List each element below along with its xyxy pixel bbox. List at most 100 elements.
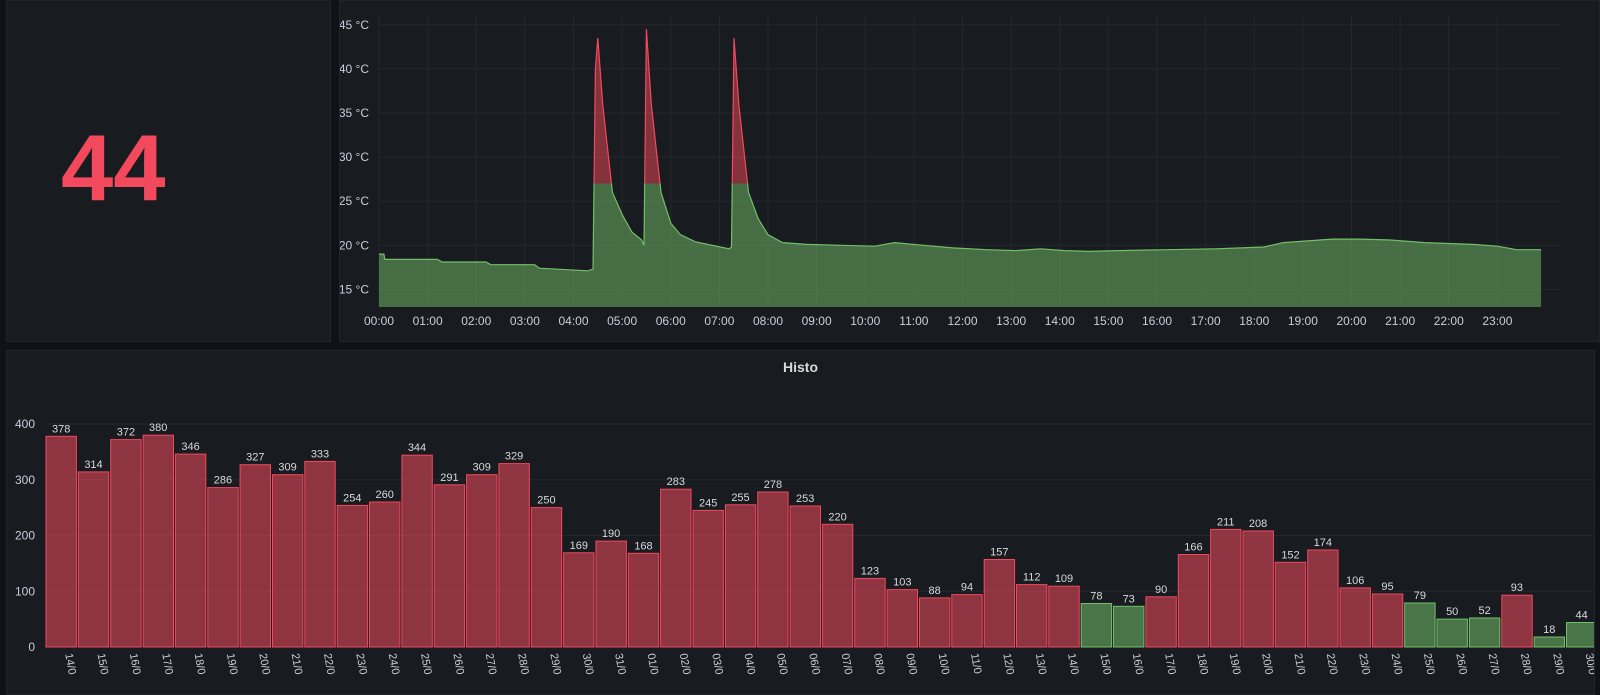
- x-tick-label: 10:00: [850, 314, 880, 328]
- bar-value-label: 250: [537, 495, 555, 507]
- x-category-label: 25/0: [418, 652, 434, 675]
- bar: [433, 484, 466, 648]
- bar-value-label: 79: [1414, 590, 1426, 602]
- bar-value-label: 245: [699, 497, 717, 509]
- x-tick-label: 14:00: [1045, 314, 1075, 328]
- temperature-area-normal: [379, 183, 1542, 307]
- y-tick-label: 400: [15, 417, 35, 431]
- bar-value-label: 166: [1184, 542, 1202, 554]
- x-category-label: 16/0: [127, 652, 143, 675]
- histogram-chart: 0 100 200 300 400 378 14/0 314 15/0 372 16/0 380 17/…: [15, 417, 1594, 676]
- bar-value-label: 372: [117, 427, 135, 439]
- bar-value-label: 333: [311, 448, 329, 460]
- bar: [272, 474, 304, 648]
- bar: [207, 487, 239, 648]
- bar: [1371, 593, 1404, 648]
- bar-value-label: 344: [408, 442, 426, 454]
- bar: [239, 464, 272, 648]
- bar: [466, 474, 498, 648]
- x-category-label: 11/0: [968, 652, 983, 674]
- bar: [595, 540, 627, 648]
- x-tick-label: 21:00: [1385, 314, 1415, 328]
- y-tick-label: 40 °C: [340, 62, 369, 76]
- bar-value-label: 174: [1314, 537, 1332, 549]
- bar: [110, 439, 142, 648]
- bar: [789, 505, 821, 648]
- bar-value-label: 50: [1446, 606, 1458, 618]
- bar-value-label: 327: [246, 452, 264, 464]
- x-category-label: 30/0: [1583, 652, 1594, 675]
- x-category-label: 22/0: [1324, 652, 1340, 675]
- bar: [821, 523, 854, 648]
- x-tick-label: 03:00: [510, 314, 540, 328]
- y-tick-label: 15 °C: [340, 282, 369, 296]
- x-tick-label: 17:00: [1191, 314, 1221, 328]
- x-category-label: 09/0: [903, 652, 919, 675]
- x-category-label: 26/0: [450, 652, 466, 675]
- x-category-label: 10/0: [936, 652, 952, 675]
- y-tick-label: 300: [15, 473, 35, 487]
- bar-value-label: 109: [1055, 573, 1073, 585]
- bar-value-label: 93: [1511, 582, 1523, 594]
- x-category-label: 17/0: [1162, 652, 1178, 675]
- bar-value-label: 253: [796, 493, 814, 505]
- bar: [174, 453, 207, 648]
- y-tick-label: 35 °C: [340, 106, 369, 120]
- y-tick-label: 25 °C: [340, 194, 369, 208]
- x-tick-label: 05:00: [607, 314, 637, 328]
- bar: [627, 552, 660, 648]
- x-category-label: 28/0: [1518, 652, 1534, 675]
- x-category-label: 12/0: [1000, 652, 1016, 675]
- x-tick-label: 00:00: [364, 314, 394, 328]
- temperature-line-alert: [593, 29, 749, 184]
- x-category-label: 18/0: [1194, 652, 1210, 675]
- bar: [854, 577, 886, 648]
- x-category-label: 18/0: [192, 652, 208, 675]
- x-category-label: 20/0: [1259, 652, 1275, 675]
- bar-value-label: 44: [1575, 610, 1587, 622]
- x-tick-label: 23:00: [1482, 314, 1512, 328]
- bar-value-label: 255: [731, 492, 749, 504]
- x-category-label: 23/0: [353, 652, 369, 675]
- bar: [1177, 554, 1210, 648]
- bar-value-label: 123: [861, 565, 879, 577]
- x-category-label: 04/0: [742, 652, 758, 675]
- bar-value-label: 157: [990, 547, 1008, 559]
- histogram-panel: Histo 0 100 200 300 400 378 14/0 314 15/0 372 16/0…: [6, 350, 1595, 695]
- x-category-label: 08/0: [871, 652, 887, 675]
- x-tick-label: 13:00: [996, 314, 1026, 328]
- bar: [1339, 587, 1371, 648]
- bar: [692, 509, 724, 648]
- bar: [401, 454, 433, 648]
- bar-value-label: 346: [181, 441, 199, 453]
- x-category-label: 23/0: [1356, 652, 1372, 675]
- bar-value-label: 309: [473, 462, 491, 474]
- bar: [304, 460, 336, 648]
- x-category-label: 13/0: [1033, 652, 1049, 675]
- bar-value-label: 95: [1381, 581, 1393, 593]
- x-category-label: 17/0: [159, 652, 175, 675]
- bar: [757, 491, 789, 648]
- x-category-label: 01/0: [645, 652, 661, 675]
- bar-value-label: 106: [1346, 575, 1364, 587]
- bar-value-label: 78: [1090, 591, 1102, 603]
- y-tick-label: 45 °C: [340, 18, 369, 32]
- bar-value-label: 18: [1543, 624, 1555, 636]
- bar: [1080, 603, 1113, 648]
- x-category-label: 29/0: [1550, 652, 1566, 675]
- bar: [336, 504, 369, 648]
- bar: [77, 471, 110, 648]
- bar: [1274, 561, 1307, 648]
- x-category-label: 31/0: [612, 652, 628, 675]
- bar: [1048, 585, 1080, 648]
- x-category-label: 27/0: [483, 652, 499, 675]
- x-category-label: 22/0: [321, 652, 337, 675]
- bar-value-label: 190: [602, 528, 620, 540]
- x-category-label: 21/0: [289, 652, 305, 675]
- x-category-label: 02/0: [677, 652, 693, 675]
- bar-value-label: 73: [1123, 593, 1135, 605]
- x-tick-label: 04:00: [558, 314, 588, 328]
- bar: [1016, 584, 1048, 648]
- bar: [1145, 596, 1177, 648]
- x-tick-label: 20:00: [1336, 314, 1366, 328]
